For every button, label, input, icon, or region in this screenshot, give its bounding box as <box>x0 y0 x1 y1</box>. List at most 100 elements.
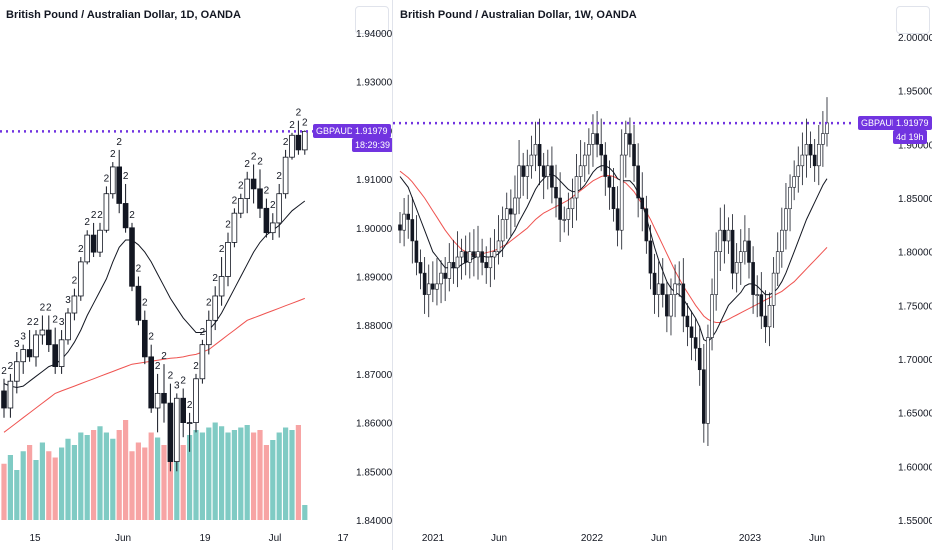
y-axis-tick-label: 1.65000 <box>898 409 932 420</box>
candle-body <box>718 229 723 252</box>
candle-body <box>90 234 97 253</box>
candle-body <box>199 344 206 380</box>
candle-marker-label: 3 <box>20 332 26 343</box>
candle-body <box>180 397 187 424</box>
x-axis-tick-label: Jun <box>115 533 131 544</box>
candle-body <box>193 378 199 423</box>
x-axis-tick-label: Jun <box>651 533 667 544</box>
candle-body <box>410 219 415 242</box>
candle-marker-label: 2 <box>116 137 122 148</box>
volume-bar <box>289 430 295 520</box>
candle-body <box>706 337 710 424</box>
y-axis-tick-label: 1.85000 <box>356 467 393 478</box>
candle-body <box>488 256 493 269</box>
volume-bar <box>52 457 58 520</box>
candle-marker-label: 2 <box>270 200 276 211</box>
short-moving-average-line <box>3 200 306 389</box>
candle-body <box>541 165 546 177</box>
panel-divider[interactable] <box>392 0 393 550</box>
candle-marker-label: 2 <box>168 371 174 382</box>
weekly-candlestick-chart[interactable]: 2.00000 1.95000 1.90000 1.85000 1.80000 1.750… <box>393 0 932 550</box>
volume-bar <box>161 445 167 520</box>
candle-body <box>570 197 575 210</box>
chart-settings-button[interactable] <box>355 6 389 34</box>
candle-body <box>39 329 46 336</box>
chart-settings-button[interactable] <box>896 6 930 34</box>
candle-marker-label: 2 <box>180 376 186 387</box>
candle-marker-label: 2 <box>225 220 231 231</box>
candle-body <box>500 219 505 242</box>
candle-body <box>669 294 673 317</box>
volume-bar <box>193 430 199 520</box>
volume-bar <box>97 426 103 520</box>
candle-body <box>496 240 501 252</box>
candle-body <box>13 361 20 382</box>
volume-bar <box>180 445 186 520</box>
candle-marker-label: 2 <box>1 366 7 377</box>
volume-bar <box>206 427 212 520</box>
candle-body <box>84 234 91 263</box>
candle-body <box>607 176 612 188</box>
volume-bar <box>142 447 148 520</box>
candle-body <box>656 283 661 295</box>
candle-body <box>398 224 402 231</box>
candle-body <box>550 165 554 188</box>
candle-body <box>808 144 813 156</box>
candle-body <box>689 326 694 338</box>
volume-bar <box>212 422 218 520</box>
candle-body <box>525 165 530 177</box>
volume-bar <box>91 430 97 520</box>
candle-body <box>632 144 636 167</box>
y-axis-tick-label: 1.55000 <box>898 516 932 527</box>
candle-body <box>566 208 571 220</box>
volume-bar <box>84 435 90 520</box>
candle-marker-label: 2 <box>78 244 84 255</box>
y-axis-tick-label: 1.70000 <box>898 355 932 366</box>
volume-bar <box>231 430 237 520</box>
candle-body <box>615 208 620 231</box>
x-axis-tick-label: 2021 <box>422 533 445 544</box>
candle-body <box>459 251 464 258</box>
volume-bar <box>59 447 65 520</box>
candle-marker-label: 2 <box>72 276 78 287</box>
volume-bar <box>219 426 225 520</box>
candle-body <box>628 133 632 145</box>
candle-marker-label: 2 <box>193 361 199 372</box>
candle-body <box>509 208 513 215</box>
candle-body <box>693 337 698 349</box>
candle-body <box>426 283 431 295</box>
candle-body <box>812 154 817 167</box>
daily-chart-panel[interactable]: British Pound / Australian Dollar, 1D, O… <box>0 0 394 550</box>
candle-body <box>472 251 476 258</box>
daily-price-label: 1.91979 <box>352 124 391 139</box>
candle-body <box>775 251 780 274</box>
candle-marker-label: 3 <box>65 295 71 306</box>
x-axis-tick-label: 15 <box>29 533 41 544</box>
volume-bar <box>20 451 26 520</box>
volume-bar <box>71 445 77 520</box>
daily-countdown-label: 18:29:39 <box>352 138 394 153</box>
volume-bar <box>302 505 308 520</box>
candle-body <box>414 240 419 263</box>
volume-bar <box>270 440 276 520</box>
candle-body <box>231 212 238 243</box>
weekly-chart-panel[interactable]: British Pound / Australian Dollar, 1W, O… <box>393 0 932 550</box>
candle-body <box>110 166 116 195</box>
volume-bar <box>187 435 193 520</box>
candle-body <box>800 154 805 167</box>
candle-marker-label: 2 <box>187 400 193 411</box>
candle-body <box>788 186 792 210</box>
candle-marker-label: 2 <box>148 332 154 343</box>
candle-body <box>619 154 624 231</box>
candle-body <box>467 251 472 263</box>
weekly-price-label: 1.91979 <box>893 116 932 131</box>
candle-body <box>65 312 71 341</box>
candle-body <box>558 197 562 220</box>
candle-body <box>443 272 447 279</box>
candle-body <box>480 251 484 263</box>
volume-bar <box>7 455 13 520</box>
y-axis-tick-label: 1.91000 <box>356 175 393 186</box>
candle-marker-label: 2 <box>40 302 46 313</box>
y-axis-tick-label: 1.87000 <box>356 370 393 381</box>
